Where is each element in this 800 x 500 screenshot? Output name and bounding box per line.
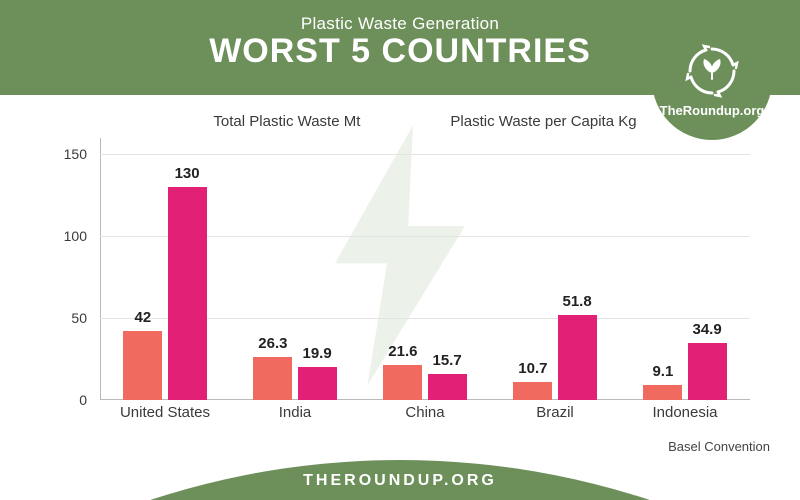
value-label-series1: 26.3 bbox=[258, 335, 287, 352]
category-label: United States bbox=[120, 404, 210, 421]
bar-series2 bbox=[168, 187, 207, 400]
category-label: India bbox=[279, 404, 312, 421]
source-attribution: Basel Convention bbox=[668, 439, 770, 454]
value-label-series2: 51.8 bbox=[562, 293, 591, 310]
category-label: Brazil bbox=[536, 404, 574, 421]
logo-badge: TheRoundup.org bbox=[652, 20, 772, 140]
legend-label-2: Plastic Waste per Capita Kg bbox=[450, 113, 636, 130]
bar-series1 bbox=[383, 365, 422, 400]
legend-label-1: Total Plastic Waste Mt bbox=[213, 113, 360, 130]
value-label-series1: 10.7 bbox=[518, 360, 547, 377]
y-tick-label: 100 bbox=[64, 228, 87, 244]
value-label-series2: 130 bbox=[175, 165, 200, 182]
category-label: Indonesia bbox=[652, 404, 717, 421]
category-label: China bbox=[405, 404, 444, 421]
y-axis: 050100150 bbox=[40, 138, 95, 400]
bar-series2 bbox=[558, 315, 597, 400]
gridline bbox=[100, 154, 750, 155]
bar-chart: Total Plastic Waste Mt Plastic Waste per… bbox=[40, 108, 760, 440]
value-label-series2: 19.9 bbox=[302, 345, 331, 362]
plot-area: 42 130 26.3 19.9 21.6 15.7 10.7 51.8 9.1 34.9 bbox=[100, 138, 750, 400]
bar-series2 bbox=[298, 367, 337, 400]
bar-series1 bbox=[123, 331, 162, 400]
y-tick-label: 50 bbox=[71, 310, 87, 326]
bar-series2 bbox=[688, 343, 727, 400]
x-axis-labels: United States India China Brazil Indonesia bbox=[100, 404, 750, 428]
value-label-series1: 21.6 bbox=[388, 343, 417, 360]
bar-series1 bbox=[253, 357, 292, 400]
recycle-leaf-icon bbox=[684, 43, 740, 99]
value-label-series1: 42 bbox=[135, 309, 152, 326]
legend-item-1: Total Plastic Waste Mt bbox=[213, 108, 360, 134]
bar-series1 bbox=[513, 382, 552, 400]
value-label-series2: 34.9 bbox=[692, 321, 721, 338]
bar-series2 bbox=[428, 374, 467, 400]
value-label-series2: 15.7 bbox=[432, 352, 461, 369]
legend-item-2: Plastic Waste per Capita Kg bbox=[450, 108, 636, 134]
chart-legend: Total Plastic Waste Mt Plastic Waste per… bbox=[100, 108, 750, 134]
infographic-frame: Plastic Waste Generation WORST 5 COUNTRI… bbox=[0, 0, 800, 500]
footer-text: THEROUNDUP.ORG bbox=[0, 472, 800, 490]
y-tick-label: 0 bbox=[79, 392, 87, 408]
value-label-series1: 9.1 bbox=[652, 363, 673, 380]
y-tick-label: 150 bbox=[64, 146, 87, 162]
logo-label: TheRoundup.org bbox=[660, 103, 765, 118]
y-axis-line bbox=[100, 138, 101, 400]
bar-series1 bbox=[643, 385, 682, 400]
